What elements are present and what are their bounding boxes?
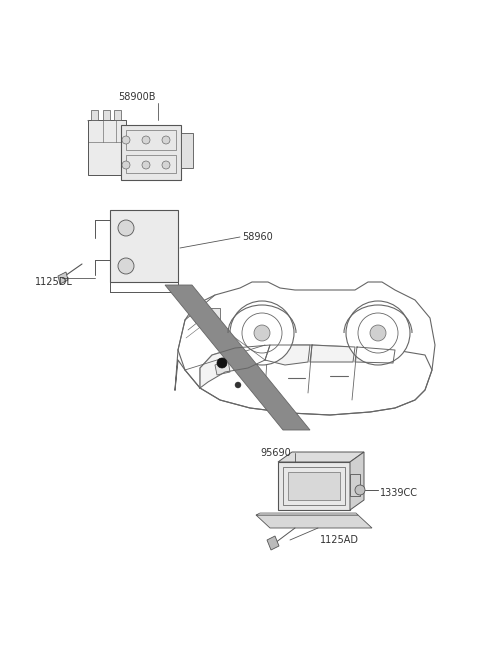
Text: 1125DL: 1125DL	[35, 277, 73, 287]
Polygon shape	[58, 272, 68, 284]
Bar	[110, 210, 178, 282]
Circle shape	[346, 301, 410, 365]
Bar	[283, 467, 345, 505]
Text: 58960: 58960	[242, 232, 273, 242]
Bar	[114, 110, 121, 120]
Text: 1339CC: 1339CC	[380, 488, 418, 498]
Polygon shape	[215, 360, 230, 375]
Circle shape	[370, 325, 386, 341]
Polygon shape	[350, 452, 364, 510]
Polygon shape	[278, 452, 364, 462]
Text: 95690: 95690	[260, 448, 291, 458]
Bar	[91, 110, 98, 120]
Circle shape	[254, 325, 270, 341]
Polygon shape	[267, 536, 279, 550]
Bar	[288, 472, 340, 500]
Circle shape	[217, 358, 227, 368]
Circle shape	[122, 136, 130, 144]
Bar	[103, 110, 110, 120]
Polygon shape	[200, 345, 432, 415]
Circle shape	[230, 301, 294, 365]
Bar	[121, 125, 181, 180]
Text: 58900B: 58900B	[118, 92, 156, 102]
Polygon shape	[175, 282, 435, 415]
Bar	[126, 155, 176, 173]
Polygon shape	[200, 345, 270, 388]
Circle shape	[235, 382, 241, 388]
Polygon shape	[256, 515, 372, 528]
Bar	[181, 133, 193, 168]
Circle shape	[355, 485, 365, 495]
Polygon shape	[165, 285, 310, 430]
Circle shape	[142, 161, 150, 169]
Circle shape	[118, 258, 134, 274]
Bar	[126, 130, 176, 150]
Bar	[195, 308, 220, 322]
Polygon shape	[265, 345, 310, 365]
Circle shape	[142, 136, 150, 144]
Polygon shape	[310, 345, 355, 362]
Polygon shape	[355, 347, 395, 363]
Bar	[278, 462, 350, 510]
Polygon shape	[256, 513, 358, 515]
Polygon shape	[88, 120, 126, 175]
Circle shape	[118, 220, 134, 236]
Text: 1125AD: 1125AD	[320, 535, 359, 545]
Circle shape	[122, 161, 130, 169]
Circle shape	[162, 161, 170, 169]
Bar	[350, 474, 360, 496]
Circle shape	[162, 136, 170, 144]
Circle shape	[242, 313, 282, 353]
Circle shape	[358, 313, 398, 353]
